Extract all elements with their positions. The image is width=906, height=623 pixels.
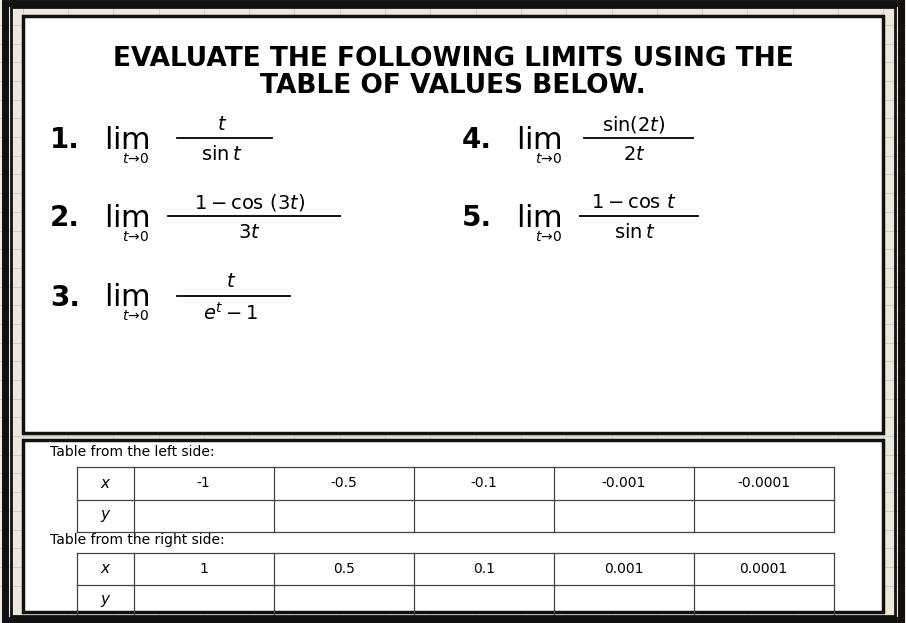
Text: -1: -1 [197,477,210,490]
Bar [23,440,883,612]
Text: -0.1: -0.1 [470,477,497,490]
Text: $\sin(2t)$: $\sin(2t)$ [602,114,666,135]
Text: -0.0001: -0.0001 [737,477,790,490]
Text: 0.001: 0.001 [603,562,643,576]
Bar [23,16,883,433]
Text: $\lim$: $\lim$ [516,126,563,155]
Text: $x$: $x$ [100,476,111,491]
Text: Table from the left side:: Table from the left side: [50,445,215,459]
Text: $2t$: $2t$ [622,145,646,164]
Text: 0.1: 0.1 [473,562,495,576]
Text: 4.: 4. [462,126,492,154]
Text: 1.: 1. [50,126,80,154]
Text: 2.: 2. [50,204,80,232]
Text: 5.: 5. [462,204,492,232]
Text: 0.0001: 0.0001 [739,562,787,576]
Text: $e^{t}-1$: $e^{t}-1$ [203,302,259,324]
Text: $\lim$: $\lim$ [104,283,150,312]
Text: $1-\cos\,(3t)$: $1-\cos\,(3t)$ [194,192,304,213]
Text: TABLE OF VALUES BELOW.: TABLE OF VALUES BELOW. [260,73,646,99]
Text: $t\!\to\!0$: $t\!\to\!0$ [535,230,563,244]
Text: $\lim$: $\lim$ [104,204,150,232]
Text: $x$: $x$ [100,561,111,576]
Text: $t\!\to\!0$: $t\!\to\!0$ [122,152,150,166]
Text: $3t$: $3t$ [237,223,261,242]
Text: 1: 1 [199,562,208,576]
Text: $t\!\to\!0$: $t\!\to\!0$ [535,152,563,166]
Text: -0.5: -0.5 [331,477,357,490]
Text: 0.5: 0.5 [333,562,354,576]
Text: $y$: $y$ [100,508,111,524]
Text: 3.: 3. [50,284,80,312]
Text: $\sin t$: $\sin t$ [613,223,655,242]
Text: $\lim$: $\lim$ [104,126,150,155]
Text: $\mathrm{sin}\,t$: $\mathrm{sin}\,t$ [201,145,243,164]
Text: EVALUATE THE FOLLOWING LIMITS USING THE: EVALUATE THE FOLLOWING LIMITS USING THE [112,46,794,72]
Text: $y$: $y$ [100,593,111,609]
Text: Table from the right side:: Table from the right side: [50,533,225,547]
Text: $t\!\to\!0$: $t\!\to\!0$ [122,230,150,244]
Text: $t$: $t$ [226,272,236,291]
Text: $t\!\to\!0$: $t\!\to\!0$ [122,310,150,323]
Text: -0.001: -0.001 [602,477,646,490]
Text: $1-\cos\,t$: $1-\cos\,t$ [592,193,677,212]
Text: $\lim$: $\lim$ [516,204,563,232]
Text: $t$: $t$ [217,115,227,134]
